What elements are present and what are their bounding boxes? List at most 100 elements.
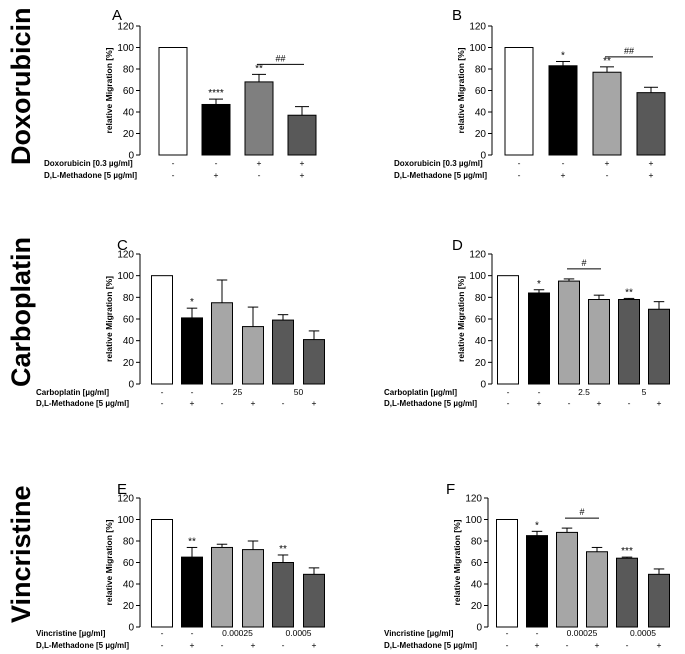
bar-f-2 (526, 535, 548, 628)
significance-f-5: *** (621, 546, 633, 557)
y-tick-label-f: 20 (471, 601, 483, 612)
condition-value-d-2-1: - (507, 398, 510, 408)
bar-d-5 (618, 299, 640, 385)
condition-value-a-1-4: + (300, 158, 305, 168)
bar-d-3 (558, 280, 580, 385)
bar-f-5 (616, 557, 638, 628)
condition-value-a-1-2: - (215, 158, 218, 168)
condition-value-c-2-1: - (161, 398, 164, 408)
bar-d-4 (588, 299, 610, 385)
y-tick-label-b: 0 (480, 151, 486, 162)
y-tick-label-f: 40 (471, 580, 483, 591)
panel-letter-b: B (452, 7, 462, 24)
condition-label-a-1: Doxorubicin [0.3 µg/ml] (44, 159, 133, 168)
bar-d-1 (497, 275, 519, 385)
y-tick-label-d: 100 (469, 271, 486, 282)
y-tick-label-d: 80 (475, 293, 487, 304)
y-tick-label-d: 0 (480, 380, 486, 391)
condition-value-f-1-3: 0.00025 (567, 628, 598, 638)
condition-value-d-2-5: - (628, 398, 631, 408)
condition-value-b-2-4: + (649, 170, 654, 180)
condition-value-d-1-3: 2.5 (578, 387, 590, 397)
condition-value-b-2-1: - (518, 170, 521, 180)
condition-value-c-1-4: 50 (294, 387, 304, 397)
panel-letter-a: A (112, 7, 122, 24)
condition-value-b-1-1: - (518, 158, 521, 168)
condition-value-a-2-3: - (258, 170, 261, 180)
bar-c-4 (242, 326, 264, 385)
significance-e-2: ** (188, 536, 196, 547)
y-axis-label-d: relative Migration [%] (456, 276, 466, 362)
significance-c-2: * (190, 297, 194, 308)
bar-a-1 (158, 47, 188, 156)
condition-value-e-2-5: - (282, 640, 285, 650)
y-tick-label-f: 100 (465, 515, 482, 526)
y-axis-label-e: relative Migration [%] (104, 519, 114, 605)
y-tick-label-a: 120 (117, 22, 134, 33)
bar-e-4 (242, 549, 264, 628)
bar-e-2 (181, 556, 203, 628)
condition-value-a-1-1: - (172, 158, 175, 168)
condition-value-f-2-4: + (595, 640, 600, 650)
condition-value-a-1-3: + (257, 158, 262, 168)
y-tick-label-e: 0 (128, 623, 134, 634)
y-tick-label-a: 80 (123, 65, 135, 76)
bar-e-5 (272, 562, 294, 628)
condition-value-e-1-2: - (191, 628, 194, 638)
condition-value-a-2-4: + (300, 170, 305, 180)
condition-label-b-2: D,L-Methadone [5 µg/ml] (394, 171, 487, 180)
condition-value-f-2-1: - (506, 640, 509, 650)
significance-b-2: * (561, 50, 565, 61)
bar-a-3 (244, 81, 274, 156)
panel-letter-e: E (117, 481, 127, 498)
y-tick-label-a: 100 (117, 43, 134, 54)
condition-value-e-2-6: + (312, 640, 317, 650)
condition-value-d-2-2: + (537, 398, 542, 408)
y-tick-label-b: 20 (475, 129, 487, 140)
panel-letter-d: D (452, 237, 463, 254)
bar-a-4 (287, 114, 317, 156)
condition-value-f-2-6: + (657, 640, 662, 650)
bar-c-2 (181, 317, 203, 385)
y-tick-label-e: 40 (123, 580, 135, 591)
condition-label-c-2: D,L-Methadone [5 µg/ml] (36, 399, 129, 408)
bar-e-3 (211, 546, 233, 628)
bar-b-4 (636, 92, 666, 156)
condition-value-b-1-4: + (649, 158, 654, 168)
condition-label-f-1: Vincristine [µg/ml] (384, 629, 454, 638)
y-tick-label-a: 20 (123, 129, 135, 140)
condition-value-b-2-3: - (606, 170, 609, 180)
condition-label-b-1: Doxorubicin [0.3 µg/ml] (394, 159, 483, 168)
y-tick-label-c: 0 (128, 380, 134, 391)
significance-e-5: ** (279, 544, 287, 555)
condition-value-d-2-6: + (657, 398, 662, 408)
condition-label-e-2: D,L-Methadone [5 µg/ml] (36, 641, 129, 650)
y-tick-label-f: 60 (471, 558, 483, 569)
y-tick-label-b: 60 (475, 86, 487, 97)
y-tick-label-b: 40 (475, 108, 487, 119)
condition-label-c-1: Carboplatin [µg/ml] (36, 388, 109, 397)
condition-label-f-2: D,L-Methadone [5 µg/ml] (384, 641, 477, 650)
bar-d-6 (648, 308, 670, 385)
condition-value-c-2-2: + (190, 398, 195, 408)
condition-value-f-2-2: + (535, 640, 540, 650)
bar-c-1 (151, 275, 173, 385)
y-tick-label-a: 40 (123, 108, 135, 119)
condition-value-e-2-4: + (251, 640, 256, 650)
y-tick-label-a: 0 (128, 151, 134, 162)
condition-value-d-1-2: - (538, 387, 541, 397)
y-tick-label-f: 120 (465, 494, 482, 505)
condition-value-d-1-1: - (507, 387, 510, 397)
condition-value-f-2-3: - (566, 640, 569, 650)
bar-f-4 (586, 551, 608, 628)
bar-e-1 (151, 519, 173, 628)
condition-value-c-1-2: - (191, 387, 194, 397)
condition-value-f-1-2: - (536, 628, 539, 638)
bar-d-2 (528, 292, 550, 385)
y-axis-label-f: relative Migration [%] (452, 519, 462, 605)
y-tick-label-e: 120 (117, 494, 134, 505)
y-tick-label-e: 100 (117, 515, 134, 526)
condition-value-e-1-1: - (161, 628, 164, 638)
y-axis-label-a: relative Migration [%] (104, 47, 114, 133)
